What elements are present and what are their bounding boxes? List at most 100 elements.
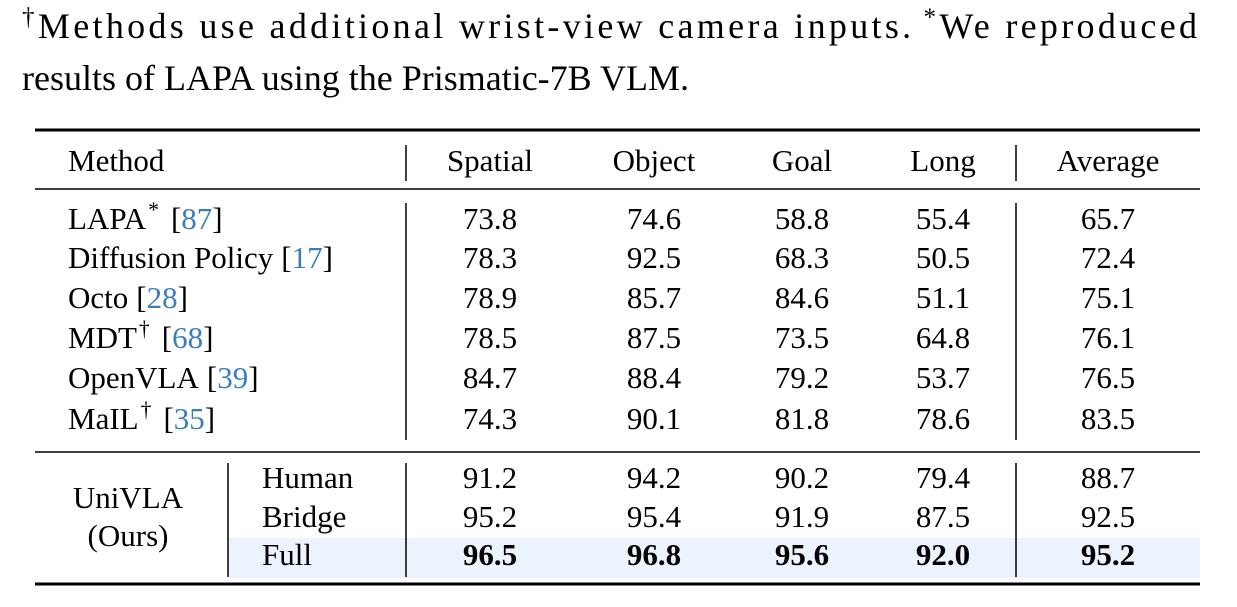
highlight-row (228, 538, 1200, 578)
cell-value: 79.2 (775, 360, 829, 395)
cell-value: 84.7 (463, 360, 517, 395)
cell-value: 51.1 (916, 280, 970, 315)
citation-number: 17 (292, 240, 323, 275)
cell-value: 74.6 (627, 201, 681, 236)
group-sublabel: (Ours) (88, 518, 169, 553)
cell-value: 79.4 (916, 460, 971, 495)
footnote-mark: † (141, 398, 152, 422)
bracket: ] (178, 280, 188, 315)
bracket: [ (163, 401, 173, 436)
method-name: Diffusion Policy [17] (68, 240, 333, 275)
bracket: [ (136, 280, 146, 315)
cell-value: 76.5 (1081, 360, 1135, 395)
bracket: ] (323, 240, 333, 275)
citation-number: 87 (181, 201, 212, 236)
cell-value: 73.5 (775, 320, 829, 355)
citation: [28] (136, 280, 188, 315)
cell-value: 72.4 (1081, 240, 1136, 275)
citation: [39] (207, 360, 259, 395)
cell-value: 78.9 (463, 280, 517, 315)
cell-value: 95.2 (463, 499, 517, 534)
citation: [17] (281, 240, 333, 275)
column-header: Average (1057, 143, 1160, 178)
bracket: [ (162, 320, 172, 355)
cell-value: 95.6 (775, 537, 829, 572)
cell-value: 88.4 (627, 360, 682, 395)
cell-value: 74.3 (463, 401, 517, 436)
footnote-mark: * (923, 4, 936, 31)
cell-value: 68.3 (775, 240, 829, 275)
cell-value: 88.7 (1081, 460, 1135, 495)
column-header: Spatial (447, 143, 533, 178)
cell-value: 83.5 (1081, 401, 1135, 436)
cell-value: 92.5 (627, 240, 681, 275)
cell-value: 95.2 (1081, 537, 1135, 572)
cell-value: 87.5 (627, 320, 681, 355)
bracket: ] (205, 401, 215, 436)
cell-value: 91.2 (463, 460, 517, 495)
method: Diffusion Policy (68, 240, 274, 275)
cell-value: 95.4 (627, 499, 682, 534)
cell-value: 76.1 (1081, 320, 1135, 355)
variant-name: Full (262, 537, 312, 572)
cell-value: 85.7 (627, 280, 681, 315)
cell-value: 78.5 (463, 320, 517, 355)
citation: [87] (171, 201, 223, 236)
caption-text: Methods use additional wrist-view camera… (38, 6, 911, 46)
method: LAPA (68, 201, 147, 236)
separators (227, 145, 1017, 577)
caption-line: †Methods use additional wrist-view camer… (22, 4, 1197, 47)
method-name: OpenVLA [39] (68, 360, 259, 395)
cell-value: 94.2 (627, 460, 681, 495)
cell-value: 65.7 (1081, 201, 1135, 236)
footnote-mark: * (148, 198, 159, 222)
citation-number: 35 (174, 401, 205, 436)
cell-value: 58.8 (775, 201, 829, 236)
bracket: ] (203, 320, 213, 355)
column-header: Goal (772, 143, 832, 178)
cell-value: 50.5 (916, 240, 970, 275)
caption-line: results of LAPA using the Prismatic-7B V… (22, 58, 689, 98)
cell-value: 55.4 (916, 201, 971, 236)
cell-value: 64.8 (916, 320, 970, 355)
cell-value: 78.6 (916, 401, 970, 436)
citation-number: 28 (147, 280, 178, 315)
cell-value: 53.7 (916, 360, 970, 395)
citation-number: 68 (172, 320, 203, 355)
method: OpenVLA (68, 360, 199, 395)
cell-value: 75.1 (1081, 280, 1135, 315)
variant-name: Bridge (262, 499, 346, 534)
cell-value: 96.8 (627, 537, 681, 572)
bracket: ] (212, 201, 222, 236)
method-name: Octo [28] (68, 280, 188, 315)
method: MDT (68, 320, 137, 355)
cell-value: 92.0 (916, 537, 970, 572)
method-name: MDT† [68] (68, 317, 213, 355)
cell-value: 96.5 (463, 537, 517, 572)
column-header: Long (910, 143, 975, 178)
bracket: [ (171, 201, 181, 236)
cell-value: 81.8 (775, 401, 829, 436)
method: MaIL (68, 401, 139, 436)
footnote-mark: † (22, 4, 35, 31)
group-label: UniVLA (73, 480, 184, 515)
cell-value: 92.5 (1081, 499, 1135, 534)
citation: [68] (162, 320, 214, 355)
bracket: [ (281, 240, 291, 275)
cell-value: 87.5 (916, 499, 970, 534)
cell-value: 84.6 (775, 280, 829, 315)
citation-number: 39 (217, 360, 248, 395)
column-header: Method (68, 143, 165, 178)
column-header: Object (613, 143, 696, 178)
cell-value: 91.9 (775, 499, 829, 534)
citation: [35] (163, 401, 215, 436)
method-name: LAPA* [87] (68, 198, 223, 236)
variant-name: Human (262, 460, 354, 495)
method-name: MaIL† [35] (68, 398, 215, 436)
method: Octo (68, 280, 128, 315)
cell-value: 90.1 (627, 401, 681, 436)
bracket: [ (207, 360, 217, 395)
cell-value: 78.3 (463, 240, 517, 275)
cell-value: 90.2 (775, 460, 829, 495)
